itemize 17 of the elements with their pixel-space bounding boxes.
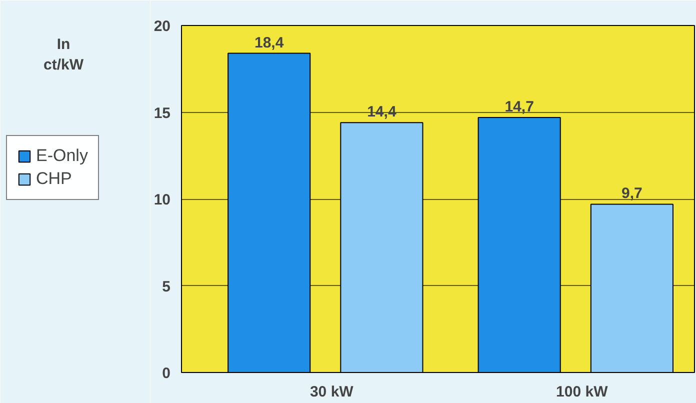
y-tick-label: 10	[154, 192, 171, 208]
x-tick-label: 100 kW	[556, 384, 609, 400]
y-tick-label: 20	[154, 18, 171, 35]
data-label: 9,7	[622, 185, 642, 202]
x-tick-label: 30 kW	[310, 384, 354, 400]
data-label: 18,4	[254, 34, 284, 52]
y-tick-label: 5	[162, 278, 170, 296]
y-tick-label: 15	[154, 104, 171, 122]
data-label: 14,7	[504, 98, 534, 116]
bar	[340, 122, 424, 372]
legend-label: E-Only	[36, 146, 88, 166]
y-axis-title: In ct/kW	[44, 36, 84, 74]
bar	[228, 52, 311, 372]
y-tick-label: 0	[162, 365, 170, 382]
bar	[478, 116, 561, 372]
legend-label: CHP	[36, 169, 72, 189]
bar	[590, 204, 674, 372]
